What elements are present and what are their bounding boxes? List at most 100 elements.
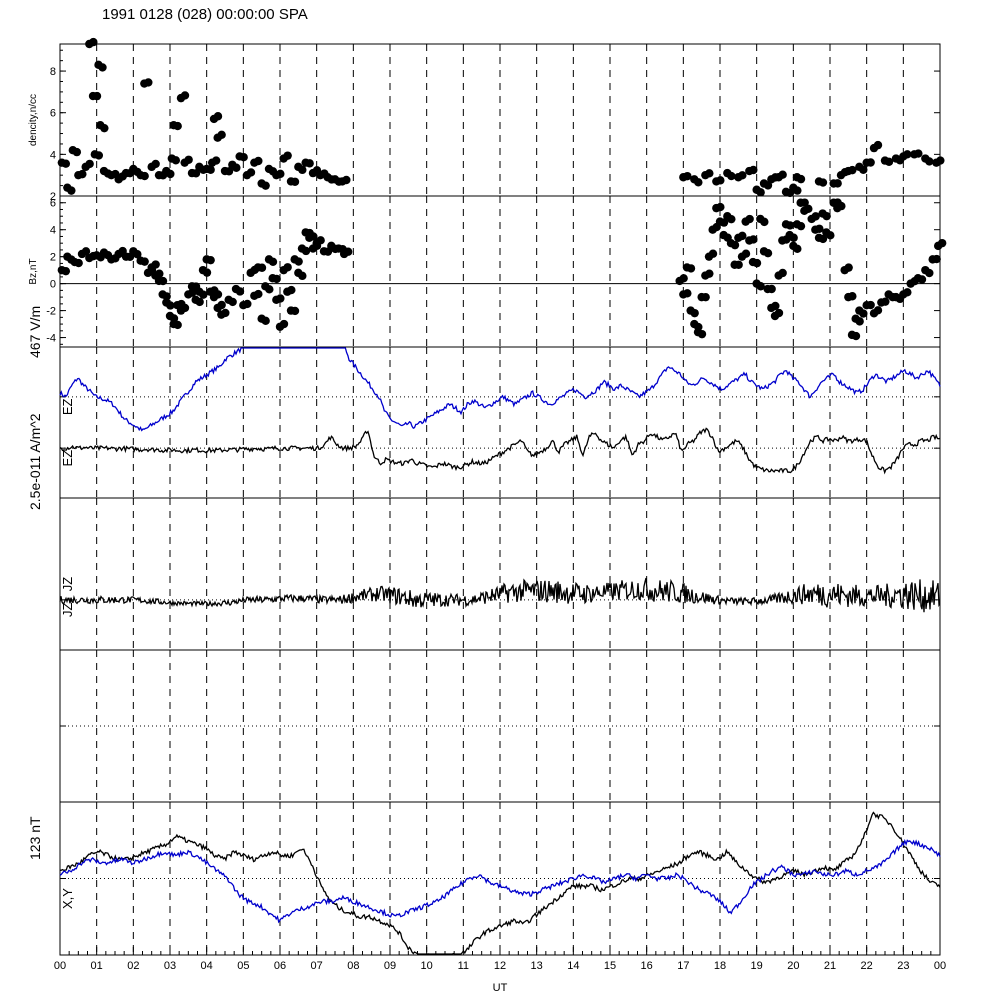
data-point [298, 165, 307, 175]
data-point [213, 290, 223, 299]
scale-label: 123 nT [27, 816, 43, 860]
series-line [59, 347, 941, 432]
data-point [290, 177, 300, 186]
data-point [705, 269, 714, 278]
y-tick-label: 6 [50, 108, 56, 120]
data-point [789, 233, 798, 242]
data-point [246, 168, 256, 177]
trace-label: JZ [60, 577, 75, 592]
panel-bz [57, 195, 947, 348]
data-point [705, 169, 714, 178]
data-point [738, 171, 747, 180]
data-point [67, 186, 76, 195]
y-tick-label: 2 [50, 191, 56, 203]
y-axis-label: Bz,nT [28, 258, 39, 284]
data-point [283, 263, 292, 272]
panel-xy [59, 801, 941, 956]
data-point [206, 255, 215, 265]
data-point [763, 248, 773, 258]
data-point [804, 204, 813, 214]
x-axis-label: UT [493, 982, 508, 994]
data-point [848, 292, 857, 301]
panel-ez [59, 346, 941, 499]
x-tick-label: 05 [237, 960, 249, 972]
y-tick-label: 6 [50, 198, 56, 210]
data-point [866, 300, 875, 310]
data-point [822, 211, 831, 221]
x-tick-label: 01 [91, 960, 103, 972]
y-tick-label: -2 [46, 306, 56, 318]
data-point [92, 91, 102, 101]
data-point [914, 149, 923, 158]
data-point [749, 165, 758, 175]
data-point [211, 156, 221, 165]
data-point [301, 246, 311, 256]
data-point [716, 202, 725, 212]
data-point [232, 163, 241, 172]
data-point [727, 214, 736, 224]
panel-empty [59, 649, 941, 803]
x-tick-label: 15 [604, 960, 616, 972]
x-tick-label: 11 [458, 960, 469, 972]
chart-title: 1991 0128 (028) 00:00:00 SPA [102, 6, 308, 23]
x-tick-label: 18 [714, 960, 726, 972]
data-point [144, 78, 153, 87]
data-point [78, 169, 87, 179]
data-point [936, 156, 945, 165]
data-point [261, 181, 270, 190]
data-point [61, 159, 71, 168]
series-line [59, 427, 941, 475]
x-tick-label: 10 [421, 960, 433, 972]
data-point [917, 275, 927, 284]
series-line-x [59, 811, 941, 955]
data-point [796, 221, 806, 231]
y-axis-label: dencity,n/cc [28, 94, 39, 146]
data-point [173, 121, 182, 131]
x-tick-label: 22 [861, 960, 873, 972]
x-axis [59, 947, 941, 955]
series-line-y [59, 838, 941, 924]
data-point [195, 297, 204, 307]
data-point [316, 236, 325, 245]
data-point [859, 309, 868, 318]
data-point [745, 214, 754, 224]
data-point [800, 198, 809, 207]
data-point [199, 290, 208, 299]
data-point [217, 130, 226, 139]
data-point [272, 274, 281, 284]
data-point [268, 257, 278, 266]
data-point [727, 171, 736, 181]
data-point [61, 266, 71, 276]
x-tick-label: 07 [311, 960, 323, 972]
data-point [815, 224, 824, 233]
data-point [257, 263, 267, 272]
data-point [224, 167, 234, 176]
data-point [848, 165, 857, 175]
data-point [287, 285, 296, 295]
x-tick-label: 23 [897, 960, 909, 972]
data-point [837, 201, 846, 211]
data-point [74, 258, 83, 268]
data-point [221, 308, 230, 318]
data-point [793, 244, 802, 254]
data-point [925, 157, 934, 166]
data-point [697, 329, 707, 339]
data-point [202, 268, 212, 277]
data-point [749, 235, 758, 244]
data-point [261, 316, 270, 326]
data-point [734, 260, 743, 269]
data-point [701, 292, 710, 302]
data-point [279, 319, 289, 329]
x-tick-label: 03 [164, 960, 176, 972]
trace-label: EZ [60, 398, 75, 415]
y-tick-label: 4 [50, 149, 56, 161]
data-point [851, 331, 861, 341]
data-point [741, 249, 751, 258]
x-tick-label: 08 [347, 960, 359, 972]
data-point [833, 179, 842, 188]
data-point [155, 269, 164, 278]
x-tick-label: 13 [531, 960, 543, 972]
data-point [925, 268, 934, 278]
data-point [133, 250, 142, 259]
